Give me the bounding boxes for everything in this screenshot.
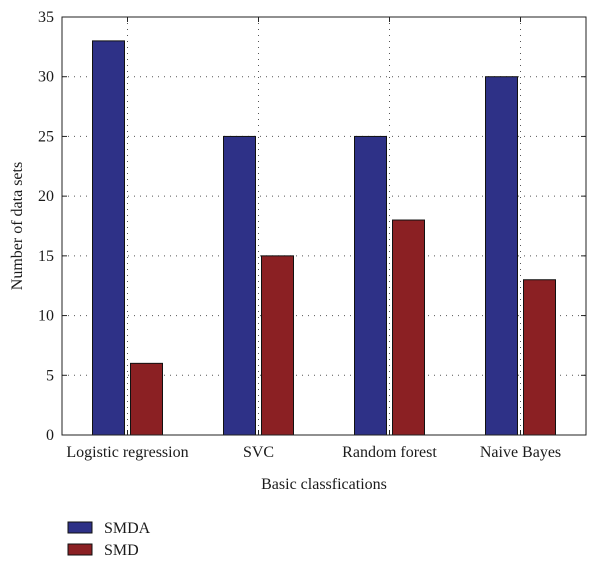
y-tick-label: 25 [38,128,54,145]
y-tick-label: 10 [38,308,54,325]
bar-smd-2 [392,219,425,436]
legend-label-smd: SMD [104,542,139,559]
legend-swatch-smda [67,521,93,534]
y-tick-label: 15 [38,248,54,265]
legend-swatch-smd [67,543,93,556]
x-tick-label: Logistic regression [66,444,188,461]
grid-lines [62,17,586,435]
legend-label-smda: SMDA [104,520,151,537]
bars [92,40,556,436]
bar-smd-3 [523,279,556,436]
bar-smd-0 [130,362,163,436]
legend: SMDA SMD [67,520,151,559]
y-tick-label: 5 [46,367,54,384]
y-tick-labels: 0 5 10 15 20 25 30 35 [38,9,54,444]
x-tick-labels: Logistic regression SVC Random forest Naive… [66,444,561,461]
x-axis-label: Basic classfications [261,476,387,493]
bar-smda-1 [223,135,256,436]
x-tick-label: Naive Bayes [480,444,561,461]
x-tick-label: SVC [243,444,274,461]
y-axis-label: Number of data sets [9,162,26,290]
plot-frame [61,16,587,436]
y-tick-label: 0 [46,427,54,444]
bar-smda-0 [92,40,125,436]
bar-smda-2 [354,135,387,436]
axes-frame [61,16,587,436]
y-tick-label: 30 [38,69,54,86]
bar-smd-1 [261,255,294,436]
y-tick-label: 20 [38,188,54,205]
bar-smda-3 [485,76,518,436]
y-tick-label: 35 [38,9,54,26]
x-tick-label: Random forest [342,444,437,461]
